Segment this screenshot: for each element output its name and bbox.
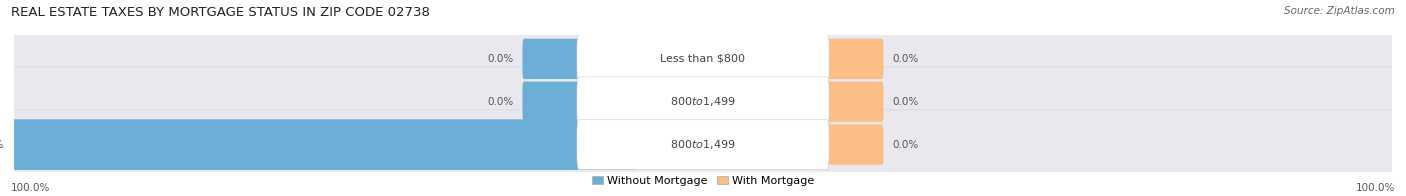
FancyBboxPatch shape <box>11 110 1395 179</box>
Text: 100.0%: 100.0% <box>1355 183 1395 193</box>
Legend: Without Mortgage, With Mortgage: Without Mortgage, With Mortgage <box>588 172 818 191</box>
Text: 0.0%: 0.0% <box>893 54 918 64</box>
FancyBboxPatch shape <box>825 82 883 122</box>
Text: $800 to $1,499: $800 to $1,499 <box>671 95 735 108</box>
FancyBboxPatch shape <box>13 119 636 170</box>
Text: $800 to $1,499: $800 to $1,499 <box>671 138 735 151</box>
Text: 0.0%: 0.0% <box>893 97 918 107</box>
FancyBboxPatch shape <box>11 67 1395 136</box>
Text: Source: ZipAtlas.com: Source: ZipAtlas.com <box>1284 6 1395 16</box>
Text: 0.0%: 0.0% <box>488 97 513 107</box>
FancyBboxPatch shape <box>825 124 883 165</box>
Text: REAL ESTATE TAXES BY MORTGAGE STATUS IN ZIP CODE 02738: REAL ESTATE TAXES BY MORTGAGE STATUS IN … <box>11 6 430 19</box>
Text: Less than $800: Less than $800 <box>661 54 745 64</box>
FancyBboxPatch shape <box>576 34 830 84</box>
Text: 100.0%: 100.0% <box>0 140 4 150</box>
FancyBboxPatch shape <box>576 120 830 170</box>
FancyBboxPatch shape <box>523 39 581 79</box>
FancyBboxPatch shape <box>576 77 830 127</box>
FancyBboxPatch shape <box>523 82 581 122</box>
FancyBboxPatch shape <box>11 24 1395 94</box>
Text: 0.0%: 0.0% <box>893 140 918 150</box>
Text: 100.0%: 100.0% <box>11 183 51 193</box>
Text: 0.0%: 0.0% <box>488 54 513 64</box>
FancyBboxPatch shape <box>825 39 883 79</box>
